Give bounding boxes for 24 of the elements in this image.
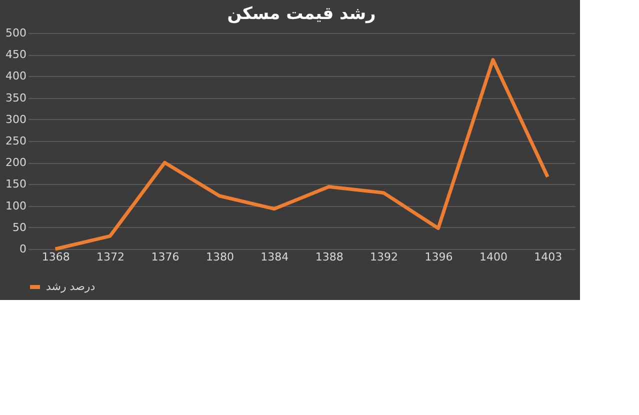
- y-tick-label: 500: [6, 26, 26, 40]
- y-tick-label: 100: [6, 199, 26, 212]
- x-tick-label: 1396: [424, 250, 453, 264]
- x-tick-label: 1388: [315, 250, 344, 264]
- x-tick-label: 1380: [206, 250, 234, 264]
- x-tick-label: 1372: [96, 250, 125, 264]
- chart-title: رشد قیمت مسکن: [227, 4, 376, 24]
- y-tick-label: 400: [6, 70, 26, 83]
- x-tick-label: 1376: [151, 250, 180, 264]
- y-tick-label: 200: [6, 156, 26, 170]
- y-tick-label: 50: [12, 220, 26, 234]
- y-tick-label: 300: [6, 112, 26, 126]
- x-tick-label: 1403: [534, 250, 562, 264]
- x-tick-label: 1392: [370, 250, 398, 264]
- y-tick-label: 250: [6, 134, 26, 148]
- y-tick-label: 0: [20, 242, 26, 256]
- y-tick-label: 350: [6, 91, 26, 104]
- y-tick-label: 450: [6, 48, 26, 62]
- x-tick-label: 1400: [479, 250, 508, 264]
- y-tick-label: 150: [6, 178, 26, 191]
- legend-label: درصد رشد: [46, 280, 96, 293]
- x-tick-label: 1368: [42, 250, 70, 264]
- x-tick-label: 1384: [260, 250, 289, 264]
- line-series: [54, 58, 550, 251]
